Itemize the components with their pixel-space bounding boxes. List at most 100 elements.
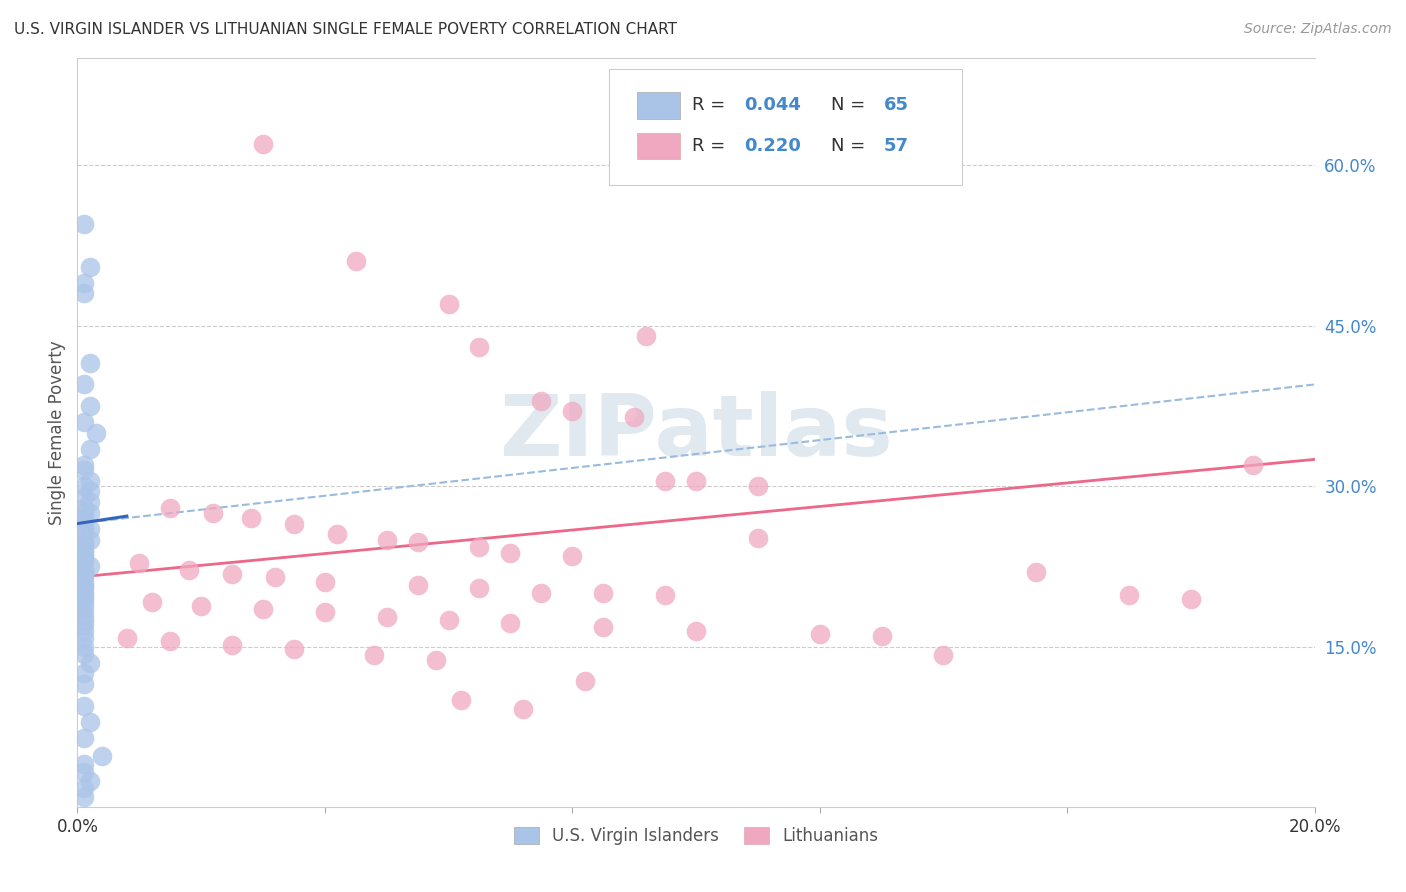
Point xyxy=(375,533,398,547)
Point xyxy=(79,495,101,509)
Point xyxy=(1118,588,1140,602)
Point xyxy=(685,624,707,638)
Text: N =: N = xyxy=(831,96,870,114)
Point xyxy=(264,570,287,584)
Point xyxy=(72,276,94,290)
Point xyxy=(72,570,94,584)
Point xyxy=(79,506,101,520)
Point xyxy=(115,631,138,645)
Point xyxy=(177,563,200,577)
Point xyxy=(72,217,94,231)
Text: 57: 57 xyxy=(884,136,910,154)
Text: N =: N = xyxy=(831,136,870,154)
Point xyxy=(592,586,614,600)
Point xyxy=(79,474,101,488)
Point xyxy=(561,404,583,418)
Point xyxy=(252,136,274,151)
Point xyxy=(808,627,831,641)
Point xyxy=(654,588,676,602)
Point xyxy=(363,648,385,663)
Point xyxy=(79,399,101,413)
Bar xyxy=(637,93,681,119)
Point xyxy=(72,597,94,611)
Point xyxy=(72,511,94,525)
Point xyxy=(72,581,94,595)
Point xyxy=(747,531,769,545)
Point xyxy=(636,329,658,343)
Text: U.S. VIRGIN ISLANDER VS LITHUANIAN SINGLE FEMALE POVERTY CORRELATION CHART: U.S. VIRGIN ISLANDER VS LITHUANIAN SINGL… xyxy=(14,22,678,37)
Point xyxy=(72,631,94,645)
Point xyxy=(685,474,707,488)
Point xyxy=(72,579,94,593)
Point xyxy=(128,556,150,570)
Point xyxy=(512,702,534,716)
Point xyxy=(72,506,94,520)
Point xyxy=(72,591,94,606)
Text: R =: R = xyxy=(692,136,731,154)
Y-axis label: Single Female Poverty: Single Female Poverty xyxy=(48,341,66,524)
Point xyxy=(72,731,94,745)
Point xyxy=(72,568,94,582)
Point xyxy=(72,463,94,477)
Point xyxy=(72,613,94,627)
Point xyxy=(79,522,101,536)
Point xyxy=(72,677,94,691)
Point xyxy=(91,748,114,763)
Point xyxy=(1025,565,1047,579)
Point xyxy=(468,581,491,595)
Point xyxy=(72,534,94,549)
Point xyxy=(530,393,553,408)
Point xyxy=(79,533,101,547)
Point xyxy=(747,479,769,493)
Point xyxy=(561,549,583,563)
Point xyxy=(79,356,101,370)
Point xyxy=(79,714,101,729)
Point xyxy=(932,648,955,663)
Point xyxy=(72,780,94,795)
Point xyxy=(72,527,94,541)
Point xyxy=(72,549,94,563)
Point xyxy=(72,552,94,566)
Point xyxy=(79,442,101,456)
Point xyxy=(79,484,101,499)
Point xyxy=(72,500,94,515)
Text: 0.044: 0.044 xyxy=(744,96,801,114)
Point xyxy=(72,415,94,429)
Point xyxy=(72,586,94,600)
Point xyxy=(468,340,491,354)
Point xyxy=(239,511,262,525)
Point xyxy=(375,609,398,624)
Text: Source: ZipAtlas.com: Source: ZipAtlas.com xyxy=(1244,22,1392,37)
Point xyxy=(468,540,491,554)
Point xyxy=(141,595,163,609)
Point xyxy=(437,297,460,311)
Point xyxy=(283,641,305,656)
Point xyxy=(72,563,94,577)
Point xyxy=(159,500,181,515)
Point xyxy=(72,602,94,616)
Point xyxy=(72,377,94,392)
Point xyxy=(72,607,94,622)
Point xyxy=(1241,458,1264,472)
Point xyxy=(72,789,94,804)
Point xyxy=(574,673,596,688)
Point xyxy=(344,254,367,268)
Point xyxy=(72,556,94,570)
Point xyxy=(79,656,101,670)
Point xyxy=(72,764,94,779)
Point xyxy=(79,773,101,788)
Point xyxy=(72,618,94,632)
Point xyxy=(72,575,94,590)
Point xyxy=(406,577,429,591)
Point xyxy=(499,616,522,631)
Point xyxy=(72,647,94,661)
Point xyxy=(221,638,243,652)
Point xyxy=(450,693,472,707)
Point xyxy=(72,543,94,558)
Point xyxy=(79,260,101,274)
Point xyxy=(72,490,94,504)
Point xyxy=(72,698,94,713)
Point xyxy=(283,516,305,531)
Point xyxy=(72,565,94,579)
Point xyxy=(425,652,447,666)
